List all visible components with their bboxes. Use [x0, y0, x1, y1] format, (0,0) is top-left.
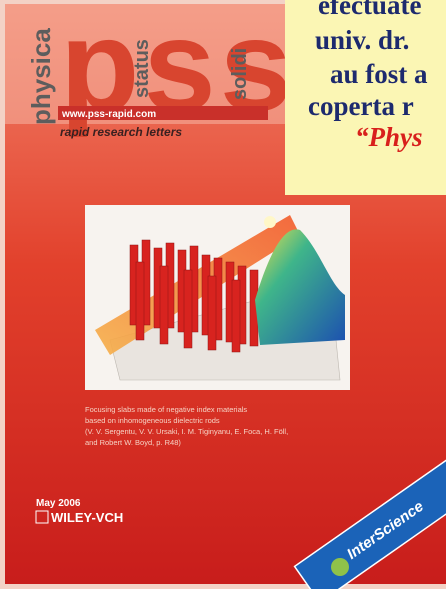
url: www.pss-rapid.com [61, 109, 156, 120]
overlay-line: univ. dr. [315, 25, 409, 55]
overlay-line: coperta r [308, 91, 414, 121]
overlay-line: “Phys [355, 122, 423, 152]
logo-status: status [131, 39, 153, 98]
overlay-box [285, 0, 446, 195]
publisher: WILEY-VCH [51, 510, 123, 525]
badge-globe [331, 558, 349, 576]
overlay-line: au fost a [330, 59, 428, 89]
subtitle: rapid research letters [60, 125, 182, 139]
caption-line: and Robert W. Boyd, p. R48) [85, 438, 181, 447]
overlay-line: efectuate [318, 0, 421, 20]
publisher-logo [35, 510, 49, 524]
issue-date: May 2006 [36, 498, 81, 509]
caption-line: based on inhomogeneous dielectric rods [85, 416, 220, 425]
url-bar [58, 106, 268, 120]
logo-solidi: solidi [229, 48, 251, 100]
caption-line: (V. V. Sergentu, V. V. Ursaki, I. M. Tig… [85, 427, 288, 436]
logo-physica: physica [26, 28, 56, 125]
cover-figure [85, 205, 350, 390]
caption-line: Focusing slabs made of negative index ma… [85, 405, 247, 414]
